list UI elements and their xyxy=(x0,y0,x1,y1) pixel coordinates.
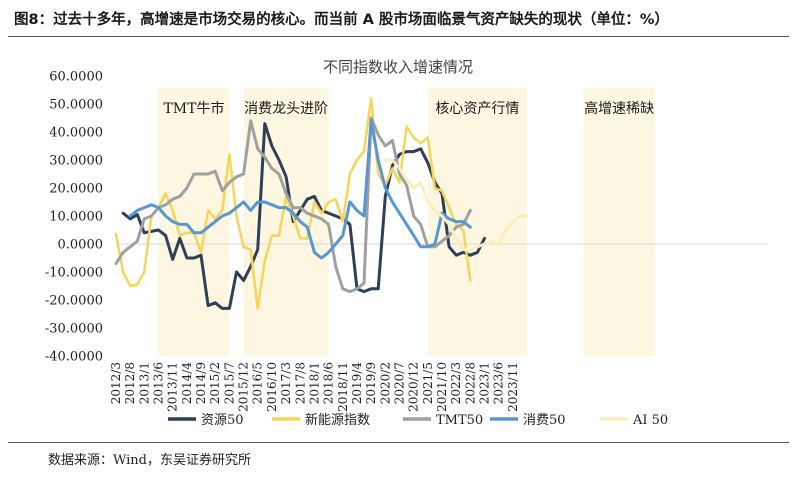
source-note: 数据来源：Wind，东吴证券研究所 xyxy=(48,453,251,468)
x-tick-label: 2014/9 xyxy=(194,362,208,404)
y-tick-label: 10.0000 xyxy=(49,210,103,225)
x-tick-label: 2016/5 xyxy=(251,362,265,404)
region-labels: TMT牛市 消费龙头进阶 核心资产行情 高增速稀缺 xyxy=(163,100,654,117)
x-tick-label: 2014/4 xyxy=(180,362,194,405)
legend-label-2: TMT50 xyxy=(436,413,483,428)
x-tick-label: 2018/11 xyxy=(336,362,350,412)
series-line-2 xyxy=(114,116,472,294)
x-tick-label: 2020/7 xyxy=(392,362,406,404)
x-tick-label: 2015/7 xyxy=(222,362,236,404)
legend-label-1: 新能源指数 xyxy=(305,412,370,428)
x-tick-label: 2017/8 xyxy=(293,362,307,404)
x-tick-label: 2013/6 xyxy=(152,362,166,404)
series-lines xyxy=(114,97,529,310)
shaded-regions xyxy=(158,88,655,356)
legend-label-4: AI 50 xyxy=(632,413,668,428)
source-rule xyxy=(8,442,789,443)
x-tick-label: 2022/3 xyxy=(449,362,463,404)
series-line-0 xyxy=(121,122,486,310)
x-tick-label: 2019/9 xyxy=(364,362,378,404)
region-label-2: 核心资产行情 xyxy=(435,101,519,117)
y-tick-label: 50.0000 xyxy=(49,98,103,113)
x-tick-label: 2020/2 xyxy=(378,362,392,404)
legend: 资源50 新能源指数 TMT50 消费50 AI 50 xyxy=(168,412,668,428)
legend-label-3: 消费50 xyxy=(523,413,566,428)
region-label-3: 高增速稀缺 xyxy=(584,100,654,117)
x-tick-label: 2017/3 xyxy=(279,362,293,404)
x-tick-label: 2013/1 xyxy=(137,362,151,404)
x-tick-label: 2019/4 xyxy=(350,362,364,405)
y-tick-label: 0.0000 xyxy=(58,238,104,253)
region-label-1: 消费龙头进阶 xyxy=(244,101,328,117)
y-tick-label: 40.0000 xyxy=(49,126,103,141)
x-tick-label: 2016/10 xyxy=(265,362,279,412)
x-axis-labels: 2012/3 2012/8 2013/1 2013/6 2013/11 2014/4 201… xyxy=(109,362,520,412)
y-tick-label: -20.0000 xyxy=(45,294,103,309)
x-tick-label: 2012/8 xyxy=(123,362,137,404)
region-band-1 xyxy=(243,88,329,356)
chart-title: 不同指数收入增速情况 xyxy=(323,58,473,76)
y-tick-label: -40.0000 xyxy=(45,350,103,365)
x-tick-label: 2023/1 xyxy=(478,362,492,404)
x-tick-label: 2023/11 xyxy=(506,362,520,412)
x-tick-label: 2015/2 xyxy=(208,362,222,404)
y-tick-label: -10.0000 xyxy=(45,266,103,281)
title-rule xyxy=(8,36,789,37)
x-tick-label: 2020/12 xyxy=(407,362,421,412)
legend-label-0: 资源50 xyxy=(201,413,244,428)
x-tick-label: 2018/1 xyxy=(307,362,321,404)
x-tick-label: 2021/5 xyxy=(421,362,435,404)
figure-title: 图8：过去十多年，高增速是市场交易的核心。而当前 A 股市场面临景气资产缺失的现… xyxy=(14,12,669,28)
region-band-3 xyxy=(583,88,655,356)
region-label-0: TMT牛市 xyxy=(163,100,224,117)
x-tick-label: 2015/12 xyxy=(237,362,251,412)
series-line-4 xyxy=(383,158,529,252)
x-tick-label: 2018/6 xyxy=(322,362,336,404)
region-band-0 xyxy=(158,88,230,356)
y-tick-label: 20.0000 xyxy=(49,182,103,197)
x-tick-label: 2013/11 xyxy=(166,362,180,412)
y-axis-labels: 60.0000 50.0000 40.0000 30.0000 20.0000 10.00… xyxy=(45,70,103,365)
y-tick-label: 60.0000 xyxy=(49,70,103,85)
y-tick-label: 30.0000 xyxy=(49,154,103,169)
x-tick-label: 2022/8 xyxy=(463,362,477,404)
x-tick-label: 2021/10 xyxy=(435,362,449,412)
y-tick-label: -30.0000 xyxy=(45,322,103,337)
x-tick-label: 2012/3 xyxy=(109,362,123,404)
series-line-3 xyxy=(128,119,472,260)
x-tick-label: 2023/6 xyxy=(492,362,506,404)
series-line-1 xyxy=(114,97,472,310)
